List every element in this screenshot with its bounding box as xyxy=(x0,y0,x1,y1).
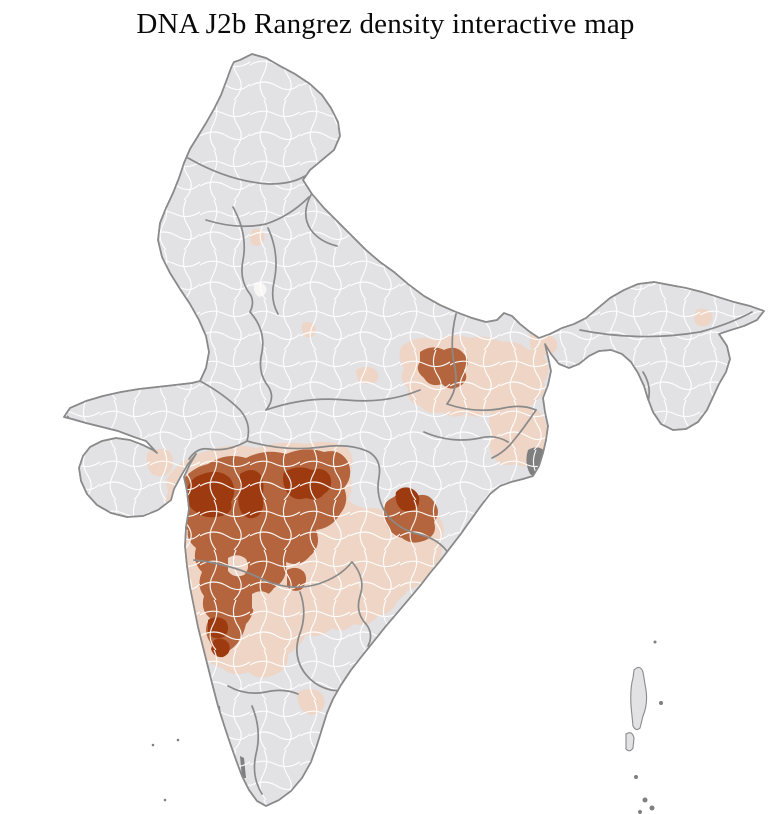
sundarbans-area xyxy=(526,447,549,477)
india-landmass[interactable] xyxy=(63,53,765,807)
andaman-island-main xyxy=(630,666,648,731)
lakshadweep-islands xyxy=(151,738,180,802)
lakshadweep-islet-3 xyxy=(163,798,167,802)
lakshadweep-islet-2 xyxy=(176,738,180,742)
cluster-low-inner-patch-1[interactable] xyxy=(228,555,249,577)
cluster-low-inner-patch-2[interactable] xyxy=(252,591,273,614)
nicobar-islet-1 xyxy=(634,775,638,779)
nicobar-islet-2 xyxy=(642,797,648,803)
cluster-medium-telangana-1[interactable] xyxy=(288,537,308,561)
page-title: DNA J2b Rangrez density interactive map xyxy=(136,8,635,40)
andaman-nicobar-islands xyxy=(625,640,663,814)
cluster-high-central-strip[interactable] xyxy=(238,470,264,519)
andaman-islet-2 xyxy=(659,701,663,705)
andaman-islet-1 xyxy=(653,640,657,644)
cluster-high-karnataka-1[interactable] xyxy=(208,617,229,639)
andaman-island-little xyxy=(625,732,635,752)
nicobar-islet-3 xyxy=(649,805,655,811)
nicobar-islet-4 xyxy=(638,810,642,814)
lakshadweep-islet-1 xyxy=(151,743,155,747)
